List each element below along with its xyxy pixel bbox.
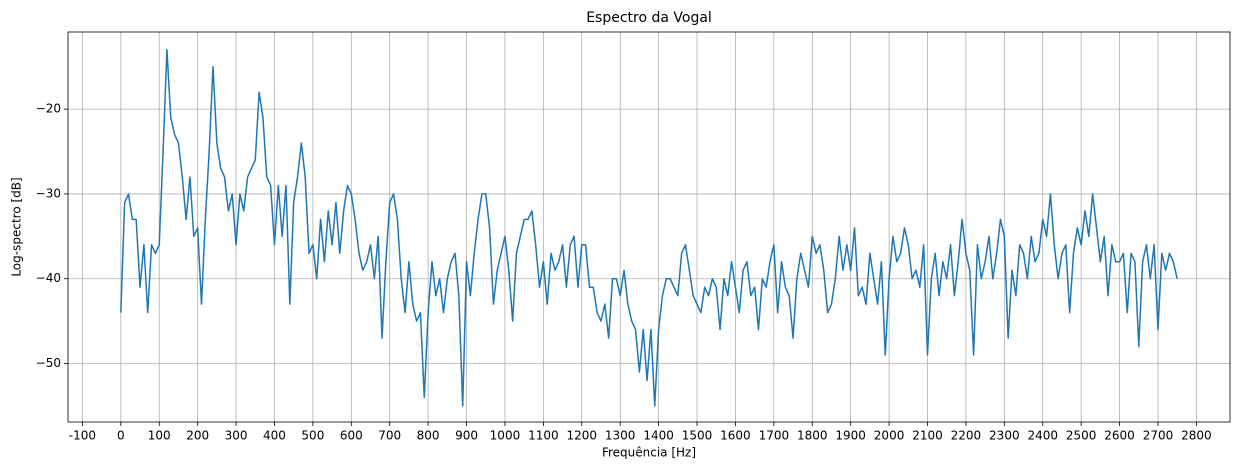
y-tick-label: −30 xyxy=(36,186,61,200)
x-tick-label: 1100 xyxy=(528,429,559,443)
y-tick-label: −20 xyxy=(36,102,61,116)
plot-frame xyxy=(67,31,1231,423)
x-tick-label: 1000 xyxy=(490,429,521,443)
x-tick-label: 1500 xyxy=(682,429,713,443)
y-tick-label: −40 xyxy=(36,271,61,285)
x-tick-label: 1900 xyxy=(835,429,866,443)
y-tick-label: −50 xyxy=(36,356,61,370)
x-tick-label: 2000 xyxy=(874,429,905,443)
x-tick-label: 1400 xyxy=(643,429,674,443)
x-tick-label: 1200 xyxy=(567,429,598,443)
x-tick-label: -100 xyxy=(69,429,96,443)
x-tick-label: 2200 xyxy=(951,429,982,443)
spectrum-line xyxy=(120,49,1178,407)
x-tick-label: 2700 xyxy=(1143,429,1174,443)
x-tick-label: 1600 xyxy=(720,429,751,443)
x-tick-label: 500 xyxy=(301,429,324,443)
x-tick-label: 2600 xyxy=(1104,429,1135,443)
x-tick-label: 100 xyxy=(148,429,171,443)
x-tick-label: 900 xyxy=(455,429,478,443)
chart-title: Espectro da Vogal xyxy=(586,10,712,26)
x-tick-label: 800 xyxy=(417,429,440,443)
x-tick-label: 1800 xyxy=(797,429,828,443)
x-tick-label: 1700 xyxy=(759,429,790,443)
x-tick-label: 2400 xyxy=(1027,429,1058,443)
x-tick-label: 2100 xyxy=(912,429,943,443)
x-tick-label: 400 xyxy=(263,429,286,443)
x-tick-label: 200 xyxy=(186,429,209,443)
x-tick-label: 2500 xyxy=(1066,429,1097,443)
y-axis-label: Log-spectro [dB] xyxy=(10,177,24,276)
x-tick-label: 1300 xyxy=(605,429,636,443)
x-tick-label: 700 xyxy=(378,429,401,443)
x-tick-label: 2300 xyxy=(989,429,1020,443)
x-axis-label: Frequência [Hz] xyxy=(602,446,696,460)
x-tick-label: 2800 xyxy=(1181,429,1212,443)
x-tick-label: 0 xyxy=(117,429,125,443)
x-tick-label: 600 xyxy=(340,429,363,443)
x-tick-label: 300 xyxy=(225,429,248,443)
